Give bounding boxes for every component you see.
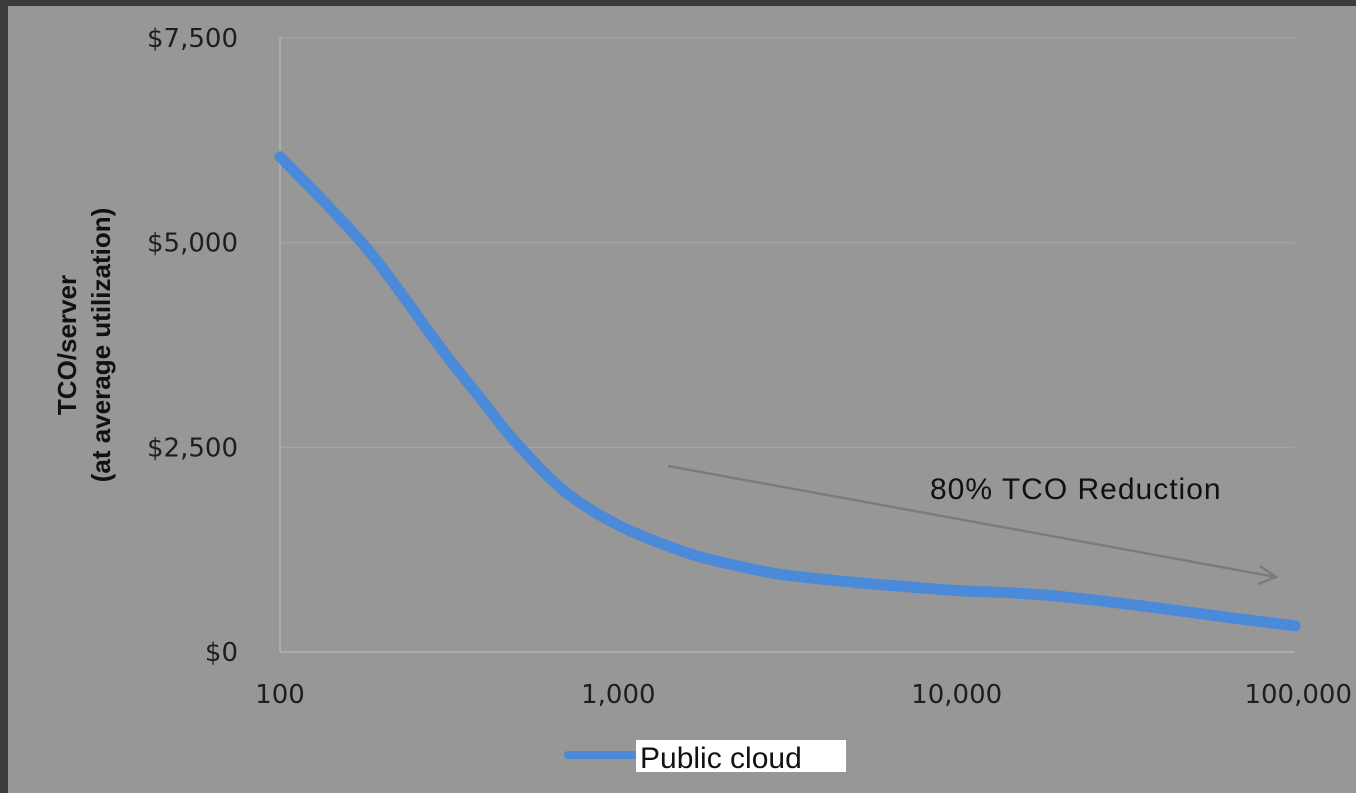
y-tick-label: $0 <box>205 638 238 668</box>
y-axis-title-line1: TCO/server <box>52 275 82 415</box>
trend-arrow-head <box>1257 564 1279 586</box>
x-tick-label: 1,000 <box>581 680 655 710</box>
y-tick-labels: $0 $2,500 $5,000 $7,500 <box>147 24 238 668</box>
y-tick-label: $7,500 <box>147 24 238 54</box>
x-tick-label: 100 <box>255 680 305 710</box>
legend-label-public-cloud: Public cloud <box>640 742 802 775</box>
x-tick-labels: 100 1,000 10,000 100,000 <box>255 680 1352 710</box>
y-axis-title: TCO/server (at average utilization) <box>52 208 116 483</box>
x-tick-label: 100,000 <box>1244 680 1352 710</box>
y-tick-label: $5,000 <box>147 229 238 259</box>
legend-label-bg <box>636 740 846 772</box>
series-line-public-cloud <box>274 151 1301 632</box>
trend-arrow-shaft <box>667 464 1277 579</box>
gridlines <box>280 37 1295 448</box>
trend-arrow <box>667 464 1279 586</box>
series-layer <box>274 151 1301 632</box>
annotation-tco-reduction: 80% TCO Reduction <box>930 473 1222 506</box>
x-tick-label: 10,000 <box>911 680 1002 710</box>
legend: Public cloud <box>564 740 846 775</box>
y-axis-title-line2: (at average utilization) <box>86 208 116 483</box>
chart-panel <box>8 6 1356 793</box>
y-tick-label: $2,500 <box>147 433 238 463</box>
